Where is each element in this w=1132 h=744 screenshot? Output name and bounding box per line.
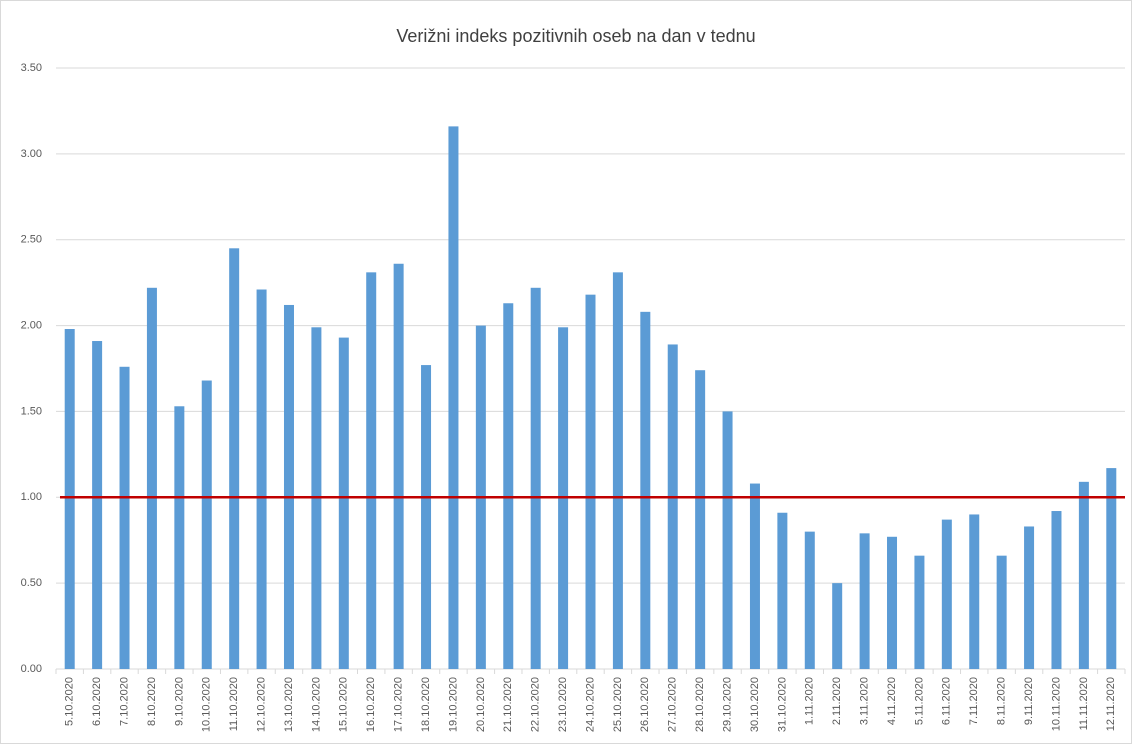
x-tick-label: 5.11.2020: [913, 677, 925, 725]
x-tick-label: 30.10.2020: [749, 677, 761, 732]
x-tick-label: 26.10.2020: [639, 677, 651, 732]
bar: [695, 370, 706, 669]
x-tick-label: 6.11.2020: [941, 677, 953, 725]
bar: [914, 555, 925, 669]
x-tick-label: 8.10.2020: [146, 677, 158, 726]
bar: [612, 272, 623, 669]
bar: [448, 126, 459, 669]
x-tick-label: 7.10.2020: [118, 677, 130, 726]
bar: [941, 519, 952, 669]
x-tick-label: 11.10.2020: [228, 677, 240, 731]
x-tick-label: 25.10.2020: [612, 677, 624, 732]
bar: [229, 248, 240, 670]
bar: [174, 406, 185, 669]
x-tick-label: 2.11.2020: [831, 677, 843, 725]
bar: [585, 294, 596, 669]
x-tick-label: 12.11.2020: [1105, 677, 1117, 731]
bar: [421, 365, 432, 669]
bar: [1078, 481, 1089, 669]
x-tick-label: 24.10.2020: [584, 677, 596, 732]
x-tick-label: 7.11.2020: [968, 677, 980, 725]
x-tick-label: 18.10.2020: [420, 677, 432, 732]
x-tick-label: 20.10.2020: [475, 677, 487, 732]
bar: [1051, 511, 1062, 669]
y-tick-label: 2.50: [21, 234, 42, 246]
bar: [832, 583, 843, 669]
x-tick-label: 22.10.2020: [530, 677, 542, 732]
bar: [119, 366, 130, 669]
x-tick-label: 10.11.2020: [1050, 677, 1062, 731]
x-tick-label: 12.10.2020: [255, 677, 267, 732]
bar: [722, 411, 733, 669]
bar: [338, 337, 349, 669]
x-tick-label: 5.10.2020: [64, 677, 76, 726]
bar: [859, 533, 870, 669]
x-tick-label: 19.10.2020: [447, 677, 459, 732]
bar: [530, 287, 541, 669]
x-tick-label: 29.10.2020: [721, 677, 733, 732]
y-tick-label: 1.50: [21, 405, 42, 417]
x-tick-label: 14.10.2020: [310, 677, 322, 732]
bar: [146, 287, 157, 669]
bar: [804, 531, 815, 669]
x-tick-label: 1.11.2020: [804, 677, 816, 725]
y-tick-label: 0.50: [21, 577, 42, 589]
y-tick-label: 2.00: [21, 319, 42, 331]
bar: [503, 303, 514, 669]
bar: [366, 272, 377, 669]
y-tick-label: 1.00: [21, 491, 42, 503]
x-tick-label: 15.10.2020: [338, 677, 350, 732]
bar: [201, 380, 212, 669]
bar: [777, 512, 788, 669]
y-tick-label: 3.50: [21, 62, 42, 74]
bar: [1106, 468, 1117, 669]
x-tick-label: 4.11.2020: [886, 677, 898, 725]
x-tick-label: 28.10.2020: [694, 677, 706, 732]
x-tick-label: 8.11.2020: [996, 677, 1008, 725]
x-tick-label: 27.10.2020: [667, 677, 679, 732]
x-tick-label: 23.10.2020: [557, 677, 569, 732]
bar: [887, 536, 898, 669]
y-tick-label: 0.00: [21, 663, 42, 675]
bar: [749, 483, 760, 669]
bar: [92, 341, 103, 669]
bar: [393, 263, 404, 669]
x-tick-label: 16.10.2020: [365, 677, 377, 732]
bar: [996, 555, 1007, 669]
x-tick-label: 6.10.2020: [91, 677, 103, 726]
bar: [64, 329, 75, 669]
bar: [667, 344, 678, 669]
bar: [283, 304, 294, 669]
x-tick-label: 13.10.2020: [283, 677, 295, 732]
y-tick-label: 3.00: [21, 148, 42, 160]
chart-title: Verižni indeks pozitivnih oseb na dan v …: [396, 26, 755, 46]
x-tick-label: 17.10.2020: [393, 677, 405, 732]
x-tick-label: 21.10.2020: [502, 677, 514, 732]
x-tick-label: 9.11.2020: [1023, 677, 1035, 725]
bar: [1024, 526, 1035, 669]
bar: [640, 311, 651, 669]
x-tick-label: 9.10.2020: [173, 677, 185, 726]
x-tick-label: 10.10.2020: [201, 677, 213, 732]
x-tick-label: 11.11.2020: [1078, 677, 1090, 730]
bar: [256, 289, 267, 669]
x-tick-label: 31.10.2020: [776, 677, 788, 732]
bar: [969, 514, 980, 669]
x-tick-label: 3.11.2020: [859, 677, 871, 725]
